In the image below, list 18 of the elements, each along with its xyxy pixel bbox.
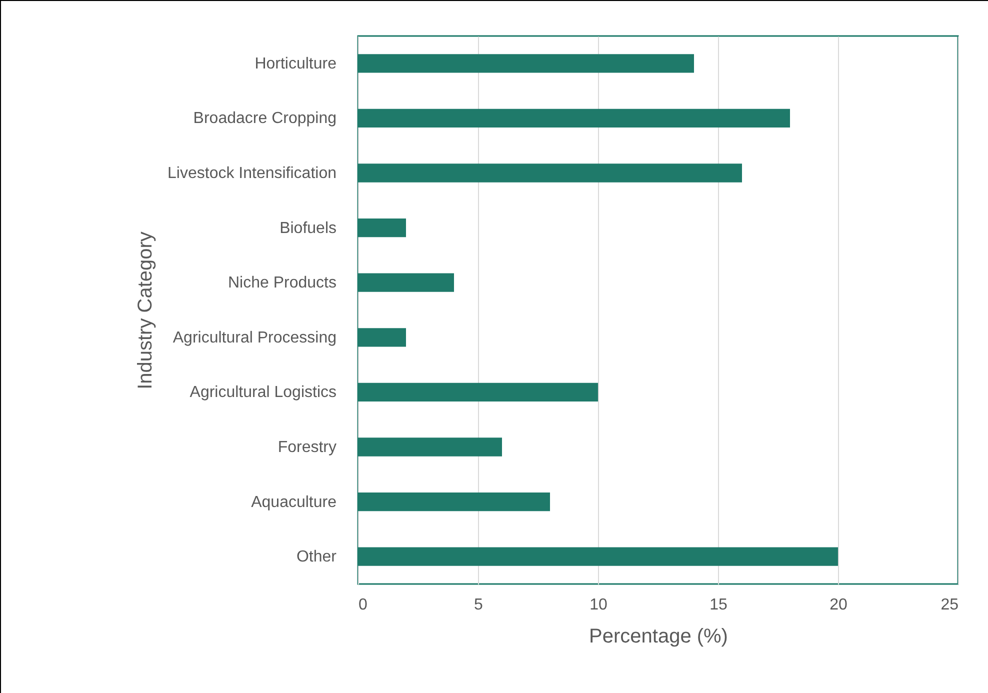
x-tick-label: 15 (710, 596, 728, 614)
y-tick-label: Agricultural Logistics (190, 384, 336, 402)
y-tick-label: Biofuels (280, 220, 336, 237)
y-tick-label: Forestry (278, 439, 336, 456)
y-tick-label: Other (296, 548, 338, 566)
y-tick-label: Broadacre Cropping (193, 110, 336, 128)
y-tick-label: Niche Products (228, 274, 336, 292)
y-tick-label: Livestock Intensification (168, 165, 336, 182)
y-tick-label: Aquaculture (251, 494, 337, 511)
y-axis-title: Industry Category (134, 232, 157, 390)
x-tick-label: 25 (940, 596, 959, 614)
x-tick-label: 5 (474, 596, 484, 614)
y-tick-label: Horticulture (254, 55, 337, 72)
x-tick-label: 20 (830, 596, 848, 614)
x-tick-label: 0 (358, 596, 368, 614)
y-tick-label: Agricultural Processing (172, 329, 336, 346)
x-tick-label: 10 (590, 596, 608, 614)
x-axis-title: Percentage (%) (589, 626, 728, 648)
